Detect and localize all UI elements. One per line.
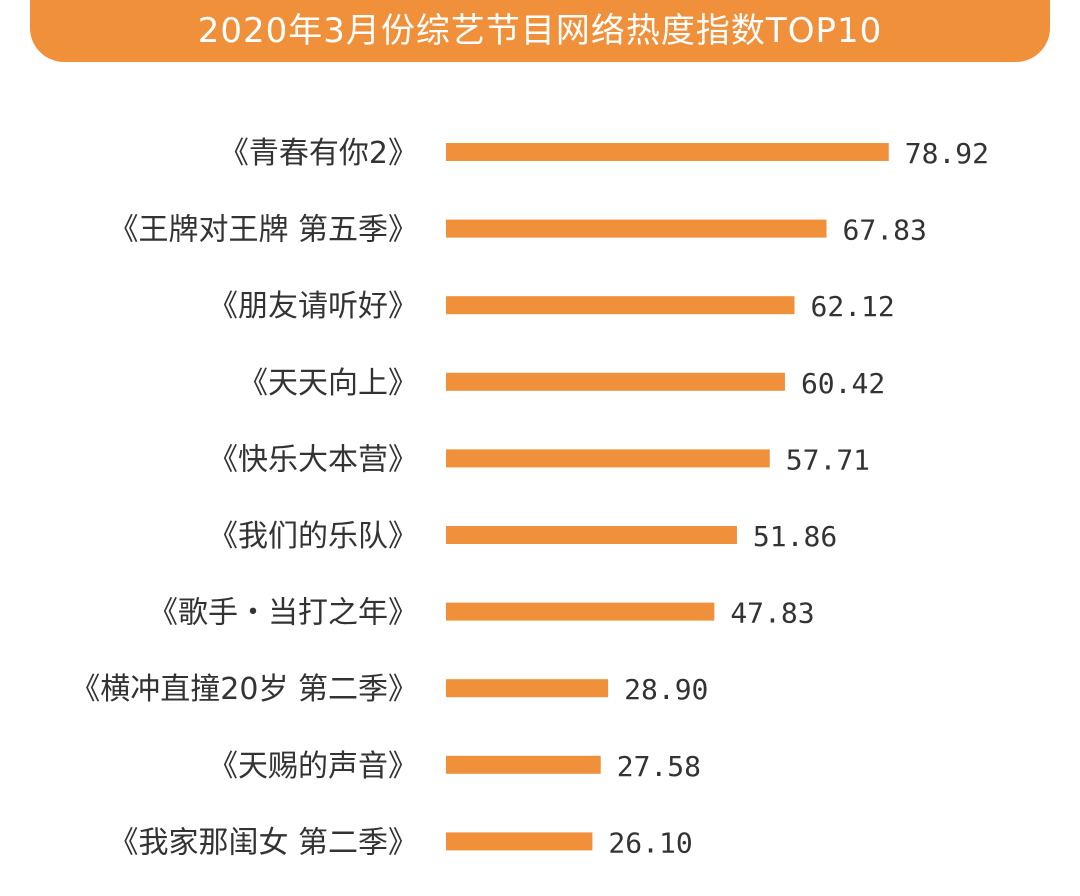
bar [446, 526, 737, 544]
category-label: 《快乐大本营》 [208, 442, 418, 477]
value-label: 28.90 [624, 673, 708, 706]
chart-title: 2020年3月份综艺节目网络热度指数TOP10 [197, 11, 883, 51]
category-label: 《天天向上》 [238, 366, 418, 401]
value-label: 67.83 [843, 214, 927, 247]
bar [446, 372, 785, 391]
bar [446, 143, 889, 161]
value-label: 27.58 [617, 750, 701, 783]
value-label: 57.71 [786, 443, 870, 476]
bar [446, 219, 827, 238]
value-label: 62.12 [810, 290, 894, 323]
category-label: 《我们的乐队》 [208, 519, 418, 554]
category-label: 《青春有你2》 [219, 136, 418, 171]
category-label: 《我家那闺女 第二季》 [108, 825, 418, 860]
value-label: 60.42 [801, 367, 885, 400]
category-label: 《横冲直撞20岁 第二季》 [70, 672, 418, 707]
bar [446, 755, 601, 774]
value-label: 51.86 [753, 520, 837, 553]
value-label: 47.83 [730, 597, 814, 630]
category-label: 《王牌对王牌 第五季》 [108, 213, 418, 248]
value-label: 78.92 [905, 137, 989, 170]
category-label: 《歌手・当打之年》 [148, 596, 418, 631]
bar [446, 602, 715, 621]
bar [446, 449, 770, 468]
category-label: 《天赐的声音》 [208, 749, 418, 784]
bar [446, 296, 795, 315]
bars-group: 《青春有你2》 78.92 《王牌对王牌 第五季》 67.83 《朋友请听好》 62.12… [70, 136, 989, 860]
category-label: 《朋友请听好》 [208, 289, 418, 324]
title-banner: 2020年3月份综艺节目网络热度指数TOP10 [30, 0, 1050, 62]
bar [446, 832, 593, 851]
bar [446, 679, 609, 698]
value-label: 26.10 [608, 826, 692, 859]
